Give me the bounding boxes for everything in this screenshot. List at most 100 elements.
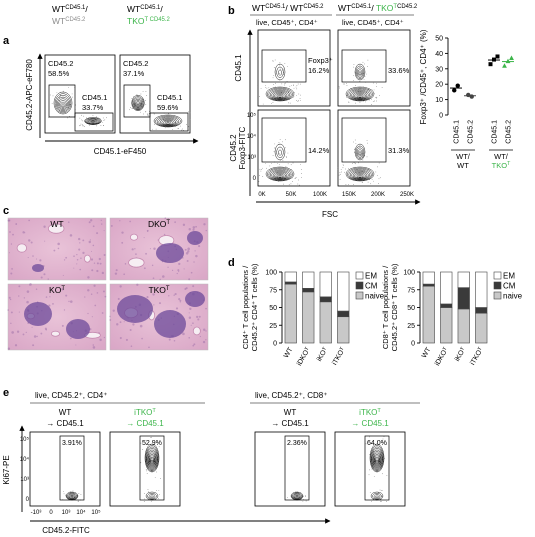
tissue-speck bbox=[119, 336, 122, 340]
event-dot bbox=[266, 87, 268, 89]
gate bbox=[261, 117, 307, 163]
tissue-speck bbox=[103, 230, 105, 232]
tissue-speck bbox=[61, 288, 64, 291]
tissue-speck bbox=[153, 304, 155, 306]
event-dot bbox=[353, 162, 355, 164]
event-dot bbox=[140, 462, 142, 464]
event-dot bbox=[160, 478, 161, 479]
text-segment: KO bbox=[49, 285, 62, 295]
event-dot bbox=[265, 163, 267, 165]
event-dot bbox=[305, 500, 307, 502]
event-dot bbox=[156, 119, 157, 121]
event-dot bbox=[299, 164, 301, 165]
event-dot bbox=[298, 184, 300, 186]
tissue-speck bbox=[129, 328, 132, 331]
tissue-speck bbox=[78, 237, 81, 241]
contour bbox=[163, 120, 173, 126]
tissue-speck bbox=[91, 250, 93, 252]
event-dot bbox=[298, 93, 300, 95]
tissue-speck bbox=[47, 278, 49, 280]
tissue-speck bbox=[115, 269, 118, 272]
event-dot bbox=[147, 115, 149, 117]
panel-label: e bbox=[3, 387, 9, 399]
label: 33.7% bbox=[82, 103, 104, 112]
tissue-speck bbox=[98, 257, 101, 261]
tissue-speck bbox=[26, 300, 29, 304]
event-dot bbox=[282, 141, 283, 143]
event-dot bbox=[86, 117, 88, 119]
event-dot bbox=[77, 500, 79, 502]
tissue-speck bbox=[190, 271, 193, 274]
label: 59.6% bbox=[157, 103, 179, 112]
event-dot bbox=[295, 86, 297, 88]
contour bbox=[371, 448, 383, 470]
event-dot bbox=[105, 117, 107, 119]
contour bbox=[357, 69, 363, 77]
event-dot bbox=[342, 164, 344, 166]
event-dot bbox=[268, 87, 270, 89]
tissue-speck bbox=[174, 221, 176, 224]
event-dot bbox=[150, 437, 151, 438]
event-dot bbox=[69, 104, 71, 105]
category-label: iKOᵀ bbox=[454, 347, 467, 363]
text-segment: / bbox=[371, 3, 376, 13]
event-dot bbox=[300, 169, 302, 171]
contour bbox=[370, 445, 384, 472]
event-dot bbox=[305, 496, 306, 497]
label: CD45.1 bbox=[157, 93, 182, 102]
tissue-speck bbox=[148, 346, 150, 349]
contour bbox=[355, 93, 365, 99]
tissue-speck bbox=[168, 338, 171, 341]
contour bbox=[147, 493, 157, 500]
tissue-speck bbox=[44, 240, 46, 242]
tissue-speck bbox=[153, 247, 156, 251]
event-dot bbox=[364, 76, 366, 78]
event-dot bbox=[65, 494, 66, 496]
infiltrate bbox=[24, 302, 52, 326]
event-dot bbox=[164, 127, 166, 129]
label: 37.1% bbox=[123, 69, 145, 78]
event-dot bbox=[298, 179, 299, 181]
event-dot bbox=[373, 180, 374, 182]
label: CM bbox=[365, 282, 378, 291]
event-dot bbox=[180, 125, 181, 127]
text-segment: WT bbox=[338, 3, 351, 13]
event-dot bbox=[348, 102, 350, 103]
rich-text: WT/ bbox=[456, 152, 471, 161]
event-dot bbox=[287, 497, 288, 498]
event-dot bbox=[369, 436, 371, 438]
contour bbox=[278, 69, 282, 76]
tissue-speck bbox=[12, 233, 14, 236]
label: 50 bbox=[407, 305, 415, 312]
text-segment: WT bbox=[52, 4, 65, 14]
event-dot bbox=[355, 143, 357, 144]
airway bbox=[192, 326, 201, 336]
label: 64.0% bbox=[367, 440, 387, 447]
event-dot bbox=[380, 490, 382, 491]
text-segment: → CD45.1 bbox=[46, 419, 84, 428]
event-dot bbox=[69, 491, 71, 492]
event-dot bbox=[158, 498, 159, 499]
tissue-speck bbox=[131, 248, 134, 251]
data-point bbox=[488, 62, 493, 67]
text-segment: / bbox=[85, 4, 88, 14]
event-dot bbox=[262, 176, 264, 177]
text-segment: TKO bbox=[492, 161, 508, 170]
label: 31.3% bbox=[388, 146, 410, 155]
event-dot bbox=[259, 96, 260, 97]
tissue-speck bbox=[203, 328, 206, 331]
tissue-speck bbox=[73, 267, 75, 269]
event-dot bbox=[146, 470, 148, 472]
tissue-speck bbox=[11, 268, 13, 270]
legend-swatch bbox=[355, 271, 364, 280]
text-segment: T bbox=[166, 286, 170, 292]
rich-text: WTCD45.1/ bbox=[52, 4, 88, 14]
bar-segment bbox=[422, 285, 435, 344]
event-dot bbox=[290, 164, 292, 166]
event-dot bbox=[63, 90, 64, 92]
event-dot bbox=[378, 492, 379, 494]
bar-segment bbox=[475, 271, 488, 308]
contour bbox=[145, 445, 159, 472]
event-dot bbox=[376, 96, 378, 98]
contour bbox=[132, 96, 144, 111]
